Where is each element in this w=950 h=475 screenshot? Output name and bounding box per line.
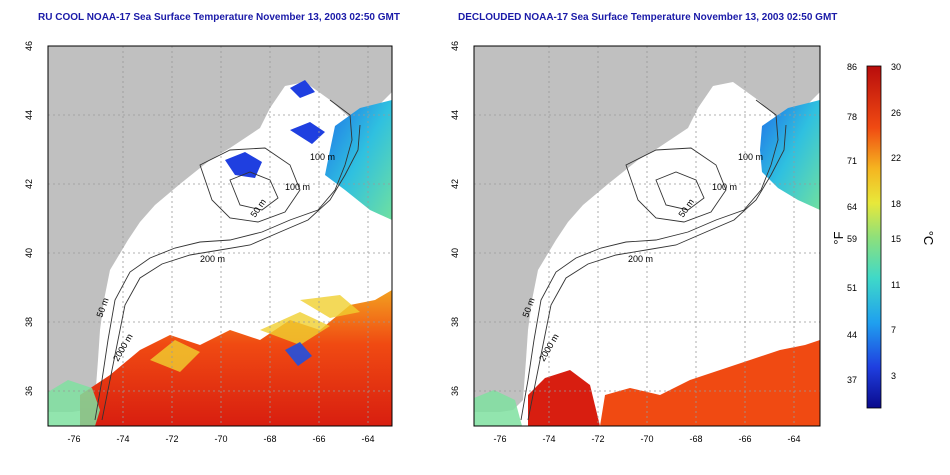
colorbar-f-tick: 78 — [847, 112, 857, 122]
colorbar-f-tick: 64 — [847, 202, 857, 212]
left-y-tick: 42 — [24, 179, 34, 189]
left-land-mass — [48, 46, 392, 412]
colorbar-f-tick: 86 — [847, 62, 857, 72]
right-y-tick: 42 — [450, 179, 460, 189]
left-x-tick: -74 — [116, 434, 129, 444]
left-blue-patches-gom — [225, 80, 325, 178]
colorbar-c-tick: 7 — [891, 325, 896, 335]
right-x-tick: -76 — [493, 434, 506, 444]
colorbar-f-tick: 51 — [847, 283, 857, 293]
left-x-tick: -64 — [361, 434, 374, 444]
right-cool-patches — [474, 390, 522, 426]
right-x-tick: -70 — [640, 434, 653, 444]
colorbar-c-tick: 18 — [891, 199, 901, 209]
left-x-tick: -72 — [165, 434, 178, 444]
colorbar-c-tick: 3 — [891, 371, 896, 381]
right-contour-label-200m: 200 m — [628, 254, 653, 264]
colorbar-f-tick: 44 — [847, 330, 857, 340]
right-y-tick: 40 — [450, 248, 460, 258]
left-y-tick: 36 — [24, 386, 34, 396]
left-y-tick: 38 — [24, 317, 34, 327]
colorbar-c-tick: 30 — [891, 62, 901, 72]
left-mixed-patches — [150, 295, 360, 372]
left-x-tick: -68 — [263, 434, 276, 444]
right-land-mass — [474, 46, 820, 412]
left-x-tick: -66 — [312, 434, 325, 444]
right-contour-label-100m-a: 100 m — [738, 152, 763, 162]
right-map-title: DECLOUDED NOAA-17 Sea Surface Temperatur… — [458, 12, 838, 23]
left-warm-sst-region — [80, 290, 392, 426]
colorbar-c-tick: 22 — [891, 153, 901, 163]
left-cold-ne-region — [325, 100, 392, 220]
left-contour-label-100m-b: 100 m — [285, 182, 310, 192]
right-y-tick: 36 — [450, 386, 460, 396]
colorbar-f-tick: 37 — [847, 375, 857, 385]
left-y-tick: 40 — [24, 248, 34, 258]
right-cold-ne-region — [760, 100, 820, 210]
right-x-tick: -68 — [689, 434, 702, 444]
colorbar-f-tick: 71 — [847, 156, 857, 166]
right-x-tick: -66 — [738, 434, 751, 444]
left-y-tick: 46 — [24, 41, 34, 51]
left-contour-label-100m-a: 100 m — [310, 152, 335, 162]
left-map-title: RU COOL NOAA-17 Sea Surface Temperature … — [38, 12, 400, 23]
left-x-tick: -70 — [214, 434, 227, 444]
colorbar-celsius-label: °C — [921, 231, 936, 246]
right-bathymetry-contours — [520, 99, 787, 421]
colorbar-c-tick: 11 — [891, 280, 900, 290]
colorbar-fahrenheit-label: °F — [831, 231, 846, 244]
colorbar: 86 78 71 64 59 51 44 37 30 26 22 18 15 1… — [831, 62, 936, 409]
colorbar-c-tick: 26 — [891, 108, 901, 118]
left-map-frame — [47, 45, 393, 427]
left-blue-patch-south — [285, 342, 312, 366]
right-x-tick: -72 — [591, 434, 604, 444]
right-contour-label-100m-b: 100 m — [712, 182, 737, 192]
left-cool-patches — [48, 380, 100, 426]
right-y-tick: 46 — [450, 41, 460, 51]
right-map-frame — [473, 45, 821, 427]
right-y-tick: 44 — [450, 110, 460, 120]
right-warm-sst-south — [528, 370, 600, 426]
left-contour-label-200m: 200 m — [200, 254, 225, 264]
right-map-plot: 100 m 100 m 50 m 200 m 50 m 2000 m -76 -… — [450, 41, 821, 444]
left-bathymetry-contours — [94, 99, 361, 421]
right-y-tick: 38 — [450, 317, 460, 327]
left-x-tick: -76 — [67, 434, 80, 444]
right-x-tick: -64 — [787, 434, 800, 444]
right-warm-sst-offshore — [600, 340, 820, 426]
colorbar-c-tick: 15 — [891, 234, 901, 244]
colorbar-f-tick: 59 — [847, 234, 857, 244]
right-x-tick: -74 — [542, 434, 555, 444]
left-map-plot: 100 m 100 m 50 m 200 m 50 m 2000 m -76 -… — [24, 41, 393, 444]
colorbar-gradient — [866, 65, 882, 409]
left-y-tick: 44 — [24, 110, 34, 120]
